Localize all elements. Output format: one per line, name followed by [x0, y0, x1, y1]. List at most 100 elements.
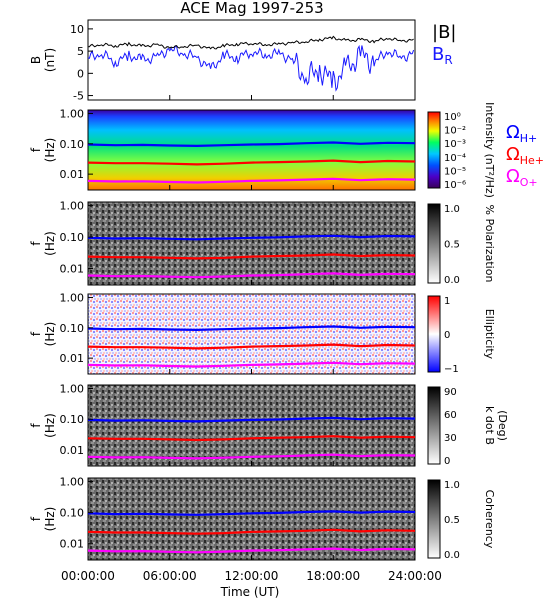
gyro-line-heplus: [87, 343, 416, 350]
x-axis-label: Time (UT): [220, 585, 280, 599]
y-tick-label: 0.10: [60, 507, 85, 520]
y-axis-label: f: [29, 331, 43, 336]
y-tick-label: 0.01: [60, 168, 85, 181]
colorbar: [427, 203, 441, 284]
y-tick-label: 1.00: [60, 476, 85, 489]
y-axis-unit: (nT): [43, 48, 57, 72]
panel-magnetic-field: -5 0 5 10 B (nT): [29, 19, 416, 103]
y-axis-unit: (Hz): [43, 507, 57, 532]
y-axis-label: f: [29, 241, 43, 246]
panel-k-dot-b: 1.00 0.10 0.01 90 60 30 0 k dot B (Deg) f (Hz): [29, 383, 509, 467]
gyro-line-hplus: [87, 325, 416, 332]
page-title: ACE Mag 1997-253: [180, 0, 323, 17]
gyro-line-hplus: [87, 510, 416, 516]
y-tick-label: 1.00: [60, 200, 85, 213]
colorbar-tick-label: 10⁻²: [444, 126, 466, 137]
y-tick-label: 1.00: [60, 291, 85, 304]
gyro-line-oplus: [87, 177, 416, 184]
colorbar-label-unit: (Deg): [496, 410, 509, 441]
colorbar-tick-label: 30: [444, 433, 457, 444]
colorbar-tick-label: 10⁻⁴: [444, 153, 466, 164]
gyro-line-heplus: [87, 435, 416, 442]
gyro-line-heplus: [87, 159, 416, 166]
y-axis-label: f: [29, 147, 43, 152]
y-tick-label: 0.01: [60, 263, 85, 276]
colorbar-tick-label: 0.0: [444, 275, 460, 286]
gyro-line-hplus: [87, 416, 416, 423]
y-axis-unit: (Hz): [43, 413, 57, 438]
colorbar-tick-label: 1: [444, 296, 450, 307]
gyro-line-heplus: [87, 528, 416, 535]
colorbar-tick-label: 90: [444, 387, 457, 398]
colorbar-label: Intensity (nT²/Hz): [483, 102, 496, 198]
y-tick-label: 1.00: [60, 107, 85, 120]
y-axis-label: B: [29, 56, 43, 64]
colorbar-tick-label: 0.5: [444, 515, 460, 526]
gyro-line-oplus: [87, 272, 416, 279]
colorbar-label: % Polarization: [483, 205, 496, 283]
gyro-line-hplus: [87, 234, 416, 241]
colorbar: [427, 111, 441, 189]
plot-area: [87, 201, 416, 286]
colorbar-label: Ellipticity: [483, 309, 496, 360]
y-tick-label: 0.10: [60, 138, 85, 151]
colorbar-label: k dot B: [483, 406, 496, 445]
y-tick-label: 0.10: [60, 322, 85, 335]
gyro-line-oplus: [87, 453, 416, 460]
x-axis: 00:00:00 06:00:00 12:00:00 18:00:00 24:00:00: [61, 569, 442, 583]
y-tick-label: 0.10: [60, 413, 85, 426]
y-tick-label: 0.01: [60, 352, 85, 365]
x-tick-label: 00:00:00: [61, 569, 115, 583]
legend-gyro-item: ΩO+: [506, 166, 538, 189]
y-tick-label: 0.01: [60, 444, 85, 457]
y-tick-label: 0: [77, 67, 84, 80]
x-tick-label: 12:00:00: [225, 569, 279, 583]
y-axis-unit: (Hz): [43, 231, 57, 256]
colorbar-tick-label: 1.0: [444, 480, 460, 491]
y-tick-label: 1.00: [60, 383, 85, 396]
colorbar-tick-label: 10⁻³: [444, 139, 466, 150]
gyro-line-hplus: [87, 141, 416, 148]
gyro-line-oplus: [87, 547, 416, 554]
y-tick-label: 0.01: [60, 538, 85, 551]
y-tick-label: 0.10: [60, 231, 85, 244]
x-tick-label: 18:00:00: [306, 569, 360, 583]
plot-area: [87, 19, 416, 101]
colorbar-label: Coherency: [483, 490, 496, 549]
y-tick-label: 10: [70, 23, 84, 36]
colorbar: [427, 386, 441, 465]
legend-b-total: |B|: [432, 22, 456, 43]
colorbar-tick-label: 10⁻⁵: [444, 166, 466, 177]
colorbar: [427, 295, 441, 373]
x-tick-label: 24:00:00: [388, 569, 442, 583]
colorbar-tick-label: 0.0: [444, 550, 460, 561]
y-axis-unit: (Hz): [43, 322, 57, 347]
y-axis-unit: (Hz): [43, 138, 57, 163]
plot-area: [87, 293, 416, 375]
legend-gyrofrequency: ΩH+ΩHe+ΩO+: [506, 122, 544, 189]
colorbar-tick-label: 0: [444, 330, 450, 341]
colorbar-tick-label: 1.0: [444, 204, 460, 215]
panel-intensity: 1.00 0.10 0.01 10⁰ 10⁻² 10⁻³ 10⁻⁴ 10⁻⁵ 10⁻⁶ Inten…: [29, 102, 496, 198]
colorbar: [427, 479, 441, 559]
colorbar-tick-label: 60: [444, 410, 457, 421]
gyro-line-oplus: [87, 361, 416, 368]
y-axis-label: f: [29, 516, 43, 521]
plot-area: [87, 109, 416, 191]
legend-gyro-item: ΩHe+: [506, 144, 544, 167]
plot-area: [87, 384, 416, 467]
panel-ellipticity: 1.00 0.10 0.01 1 0 −1 Ellipticity f (Hz): [29, 291, 496, 375]
colorbar-tick-label: 10⁰: [444, 112, 461, 123]
legend-b: |B| BR: [432, 22, 456, 67]
y-tick-label: -5: [73, 90, 84, 103]
colorbar-tick-label: 0.5: [444, 240, 460, 251]
colorbar-tick-label: −1: [444, 364, 459, 375]
y-tick-label: 5: [77, 45, 84, 58]
panel-polarization: 1.00 0.10 0.01 1.0 0.5 0.0 % Polarization f (Hz): [29, 200, 496, 286]
series-line-b-total: [88, 35, 414, 50]
colorbar-tick-label: 10⁻⁶: [444, 180, 466, 191]
plot-area: [87, 477, 416, 561]
x-tick-label: 06:00:00: [143, 569, 197, 583]
panel-coherency: 1.00 0.10 0.01 1.0 0.5 0.0 Coherency f (Hz): [29, 476, 496, 561]
gyro-line-heplus: [87, 253, 416, 260]
